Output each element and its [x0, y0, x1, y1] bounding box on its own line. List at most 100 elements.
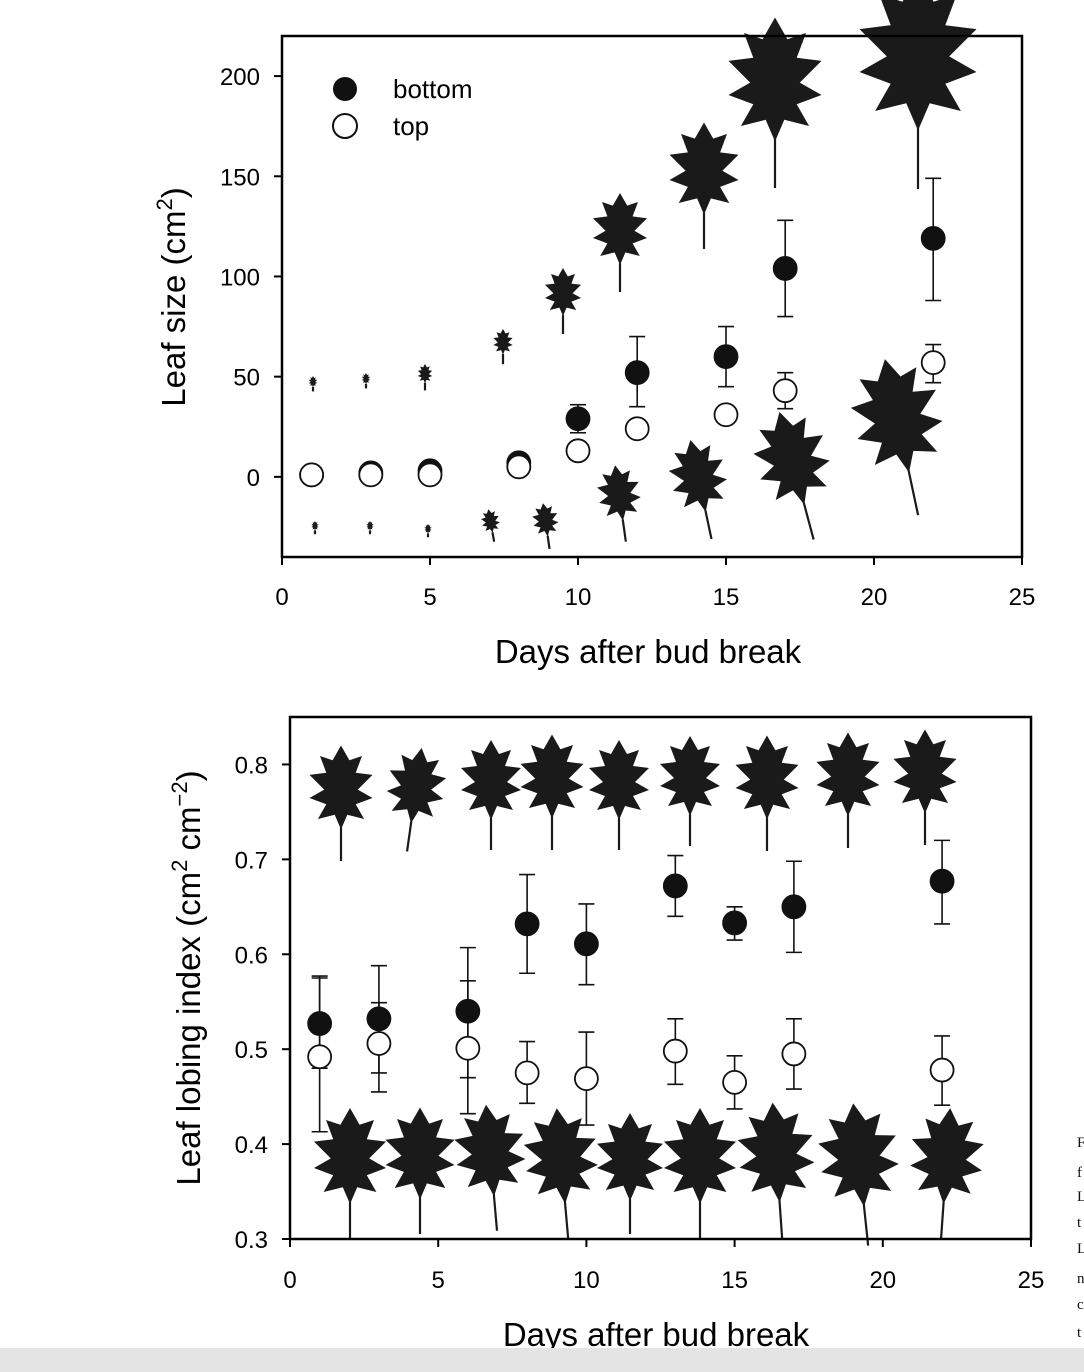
legend: bottom top [332, 74, 473, 141]
caption-char: F [1077, 1135, 1084, 1151]
leaf-silhouette [424, 524, 432, 538]
x-tick-label: 10 [565, 584, 592, 611]
x-tick-label: 5 [423, 584, 436, 611]
y-tick-label: 0.4 [235, 1132, 268, 1159]
x-axis-title: Days after bud break [495, 633, 802, 670]
leaf-silhouette [660, 736, 720, 846]
data-point-top [624, 416, 650, 442]
plot-frame [280, 34, 1024, 559]
data-point-bottom [574, 931, 599, 957]
leaf-size-chart: 0 5 10 15 20 25 0 50 100 150 200 bottom top Days … [152, 0, 1035, 670]
leaf-silhouette [735, 1100, 818, 1240]
leaf-silhouette [728, 17, 822, 188]
data-point-top [506, 454, 532, 480]
x-axis: 0 5 10 15 20 25 [283, 1239, 1044, 1294]
data-point-bottom [307, 1011, 333, 1036]
leaf-silhouette [520, 734, 584, 850]
leaf-silhouette [663, 434, 733, 540]
data-point-top [920, 350, 946, 376]
data-point-bottom [662, 873, 688, 899]
leaf-silhouette [859, 0, 977, 190]
leaf-silhouette [907, 1105, 987, 1240]
y-axis-title: Leaf size (cm2) [152, 187, 192, 406]
plot-frame [288, 715, 1033, 1241]
caption-char: L [1077, 1189, 1084, 1205]
y-tick-label: 0.8 [235, 752, 268, 779]
x-tick-label: 10 [573, 1267, 600, 1294]
data-point-bottom [565, 406, 591, 432]
y-tick-label: 0 [247, 465, 260, 492]
legend-marker-bottom [333, 77, 357, 101]
data-point-bottom [772, 256, 798, 281]
data-point-bottom [366, 1006, 392, 1032]
caption-char: f [1077, 1165, 1082, 1181]
x-tick-label: 15 [721, 1267, 748, 1294]
data-point-bottom [455, 998, 481, 1024]
data-point-top [781, 1041, 807, 1067]
x-tick-label: 5 [432, 1267, 445, 1294]
data-point-top [307, 1044, 333, 1070]
leaf-silhouette [597, 1113, 663, 1235]
leaf-silhouette [893, 729, 957, 845]
legend-label-bottom: bottom [393, 74, 473, 104]
leaf-silhouette [545, 268, 581, 335]
leaf-silhouette [669, 122, 739, 249]
x-tick-label: 25 [1018, 1267, 1045, 1294]
x-tick-label: 20 [861, 584, 888, 611]
data-point-bottom [929, 868, 955, 894]
caption-char: t [1077, 1215, 1082, 1231]
legend-marker-top [332, 113, 358, 139]
leaf-silhouette [479, 507, 502, 542]
x-tick-label: 0 [275, 584, 288, 611]
leaf-silhouette [385, 1107, 455, 1234]
y-tick-label: 0.7 [235, 847, 268, 874]
data-point-top [514, 1060, 540, 1086]
leaf-silhouette [382, 743, 450, 852]
x-axis-title: Days after bud break [503, 1316, 810, 1353]
leaf-silhouette [744, 402, 840, 540]
legend-label-top: top [393, 111, 429, 141]
leaf-silhouette [417, 364, 433, 391]
y-axis: 0.3 0.4 0.5 0.6 0.7 0.8 [235, 752, 290, 1254]
x-tick-label: 20 [869, 1267, 896, 1294]
y-axis: 0 50 100 150 200 [220, 64, 282, 492]
data-point-top [662, 1038, 688, 1064]
data-point-top [417, 462, 443, 488]
data-point-top [358, 462, 384, 488]
data-point-top [455, 1035, 481, 1061]
leaf-silhouette [816, 732, 880, 848]
caption-char: L [1077, 1241, 1084, 1257]
leaf-silhouette [366, 521, 374, 535]
caption-char: n [1077, 1271, 1084, 1287]
data-points [307, 868, 955, 1095]
error-bars [311, 839, 951, 1133]
leaf-silhouette [594, 462, 644, 542]
data-point-bottom [722, 910, 747, 936]
data-point-bottom [713, 344, 739, 370]
page-bottom-bar [0, 1348, 1084, 1372]
caption-char: t [1077, 1325, 1082, 1341]
data-point-top [366, 1031, 392, 1056]
caption-fragment: F f L t L n c t [1077, 1135, 1084, 1341]
leaf-silhouette [814, 1099, 903, 1246]
data-point-top [929, 1057, 955, 1083]
leaf-silhouette [361, 373, 371, 389]
data-point-bottom [781, 894, 807, 920]
leaf-silhouette [461, 740, 521, 850]
data-point-top [772, 378, 798, 404]
leaf-silhouette [842, 350, 952, 516]
y-tick-label: 100 [220, 264, 260, 291]
data-points [299, 225, 946, 488]
y-axis-title: Leaf lobing index (cm2 cm−2) [167, 770, 207, 1185]
x-tick-label: 25 [1009, 584, 1036, 611]
caption-char: c [1077, 1297, 1084, 1313]
y-tick-label: 150 [220, 164, 260, 191]
leaf-silhouette [493, 329, 513, 365]
y-tick-label: 200 [220, 64, 260, 91]
leaf-silhouette [593, 193, 647, 293]
x-tick-label: 15 [713, 584, 740, 611]
leaf-silhouette [314, 1108, 386, 1241]
leaf-silhouette [735, 735, 799, 851]
data-point-top [299, 462, 325, 488]
